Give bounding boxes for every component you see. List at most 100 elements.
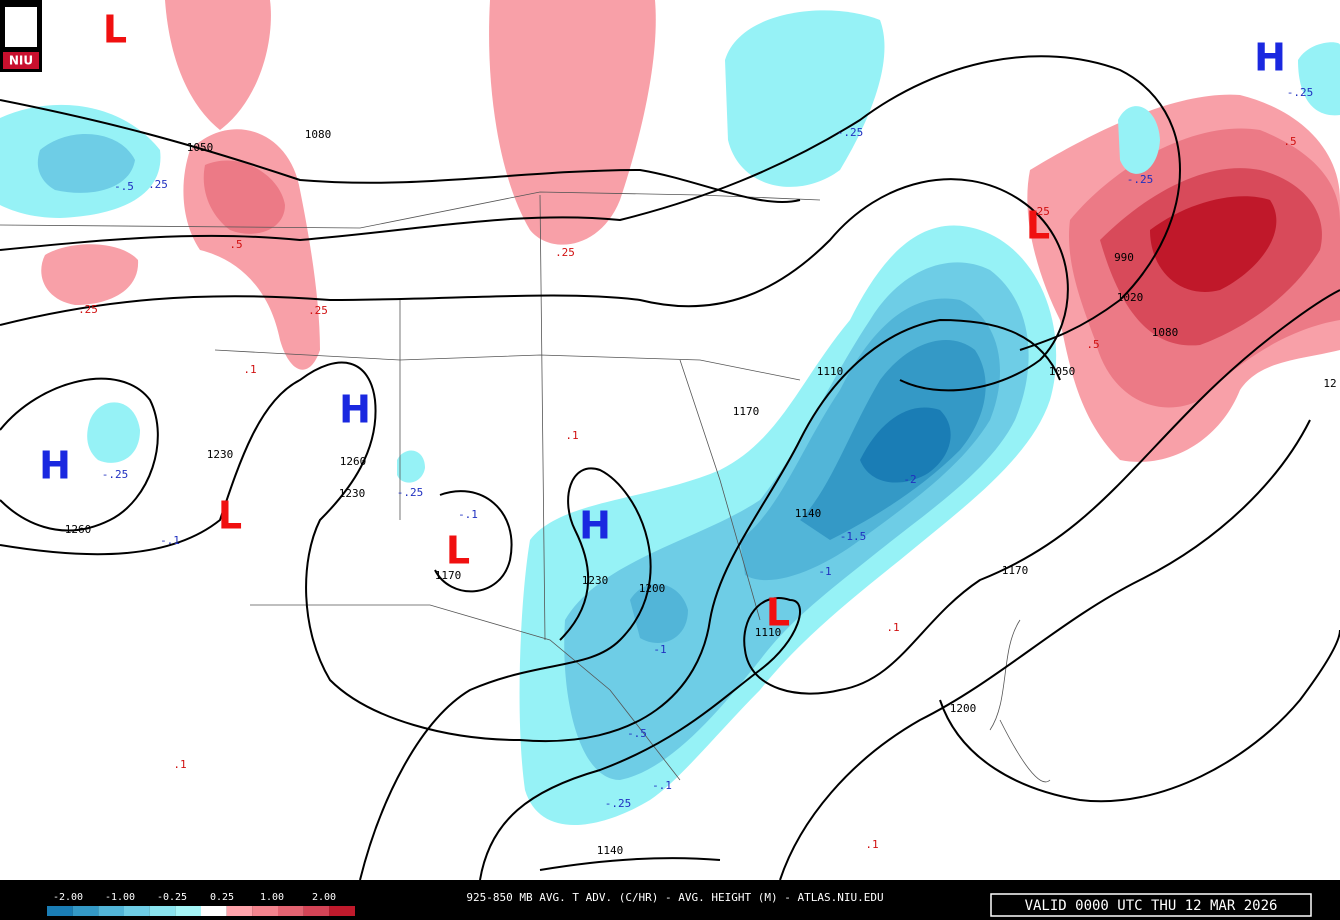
- pressure-center: L: [446, 529, 470, 573]
- shade: [725, 10, 885, 187]
- logo-building: [5, 7, 37, 47]
- contour-label: 1050: [187, 141, 214, 154]
- warm-advection: [41, 0, 1340, 462]
- contour-label: 1230: [339, 487, 366, 500]
- height-contour: [0, 178, 1069, 392]
- contour-label: .25: [308, 304, 328, 317]
- contour-label: .25: [148, 178, 168, 191]
- height-contour: [939, 629, 1340, 803]
- legend-swatch: [201, 906, 227, 916]
- pressure-center: L: [766, 591, 790, 635]
- contour-label: -.25: [605, 797, 632, 810]
- footer-title: 925-850 MB AVG. T ADV. (C/HR) - AVG. HEI…: [466, 891, 883, 904]
- shade: [860, 407, 951, 483]
- contour-label: 1140: [597, 844, 624, 857]
- shade: [1118, 106, 1160, 174]
- shade: [87, 402, 140, 463]
- legend-swatch: [226, 906, 253, 916]
- valid-box: [990, 893, 1312, 917]
- contour-label: -.1: [458, 508, 478, 521]
- border: [214, 349, 801, 381]
- pressure-center: H: [579, 504, 611, 548]
- contour-label: -.1: [652, 779, 672, 792]
- legend-swatch: [252, 906, 278, 916]
- legend-swatch: [149, 906, 176, 916]
- pressure-center: L: [218, 494, 242, 538]
- contour-label: .5: [1283, 135, 1296, 148]
- legend-swatch: [47, 906, 73, 916]
- valid-time: VALID 0000 UTC THU 12 MAR 2026: [1025, 898, 1278, 914]
- shade: [630, 583, 688, 643]
- contour-label: 1230: [582, 574, 609, 587]
- legend-swatch: [72, 906, 99, 916]
- contour-label: .1: [886, 621, 899, 634]
- contour-label: 12: [1323, 377, 1336, 390]
- contour-label: -.25: [397, 486, 424, 499]
- contour-label: 1050: [1049, 365, 1076, 378]
- contour-label: 1170: [435, 569, 462, 582]
- contour-label: -1.5: [840, 530, 867, 543]
- shade: [37, 133, 135, 193]
- shade: [489, 0, 656, 245]
- contour-label: .1: [865, 838, 878, 851]
- contour-label: .25: [78, 303, 98, 316]
- legend-swatch: [98, 906, 124, 916]
- contour-label: -.25: [837, 126, 864, 139]
- contour-label: .25: [555, 246, 575, 259]
- height-contour: [0, 55, 1181, 351]
- pressure-center: H: [339, 388, 371, 432]
- legend-swatch: [124, 906, 150, 916]
- legend-label: 2.00: [312, 892, 336, 903]
- pressure-center: L: [103, 8, 127, 52]
- contour-label: .25: [1030, 205, 1050, 218]
- contour-label: .5: [1086, 338, 1099, 351]
- border: [250, 604, 681, 781]
- height-contour: [434, 490, 513, 593]
- contour-label: -.25: [1287, 86, 1314, 99]
- contour-label: 1080: [1152, 326, 1179, 339]
- cold-advection: [0, 10, 1340, 825]
- legend-label: -0.25: [157, 892, 187, 903]
- contour-label: -2: [903, 473, 916, 486]
- shade: [397, 450, 425, 483]
- border: [399, 194, 761, 641]
- shade: [1150, 196, 1277, 292]
- legend-label: -1.00: [105, 892, 135, 903]
- contour-label: 1170: [733, 405, 760, 418]
- contour-label: .1: [173, 758, 186, 771]
- height-contour: [539, 857, 721, 871]
- contour-label: 1110: [817, 365, 844, 378]
- height-contour: [0, 99, 801, 204]
- height-contour: [359, 467, 652, 881]
- contour-label: 1170: [1002, 564, 1029, 577]
- contour-label: -.25: [1127, 173, 1154, 186]
- legend-label: 0.25: [210, 892, 234, 903]
- contour-label: -.1: [160, 534, 180, 547]
- contour-label: -.5: [627, 727, 647, 740]
- shade: [165, 0, 271, 130]
- contour-label: .1: [243, 363, 256, 376]
- contour-label: -.5: [114, 180, 134, 193]
- contour-label: 1020: [1117, 291, 1144, 304]
- contour-label: 1260: [65, 523, 92, 536]
- contour-label: 1200: [639, 582, 666, 595]
- logo-band: [3, 52, 39, 69]
- height-contour: [779, 419, 1311, 881]
- shade: [203, 160, 285, 234]
- contour-label: 1080: [305, 128, 332, 141]
- pressure-center: L: [1026, 204, 1050, 248]
- contour-label: 990: [1114, 251, 1134, 264]
- contour-label: -1: [818, 565, 831, 578]
- contour-label: 1230: [207, 448, 234, 461]
- legend-swatch: [278, 906, 304, 916]
- contour-label: 1140: [795, 507, 822, 520]
- legend-swatch: [329, 906, 355, 916]
- contour-label: 1110: [755, 626, 782, 639]
- height-contour: [479, 289, 1340, 881]
- legend-swatch: [175, 906, 201, 916]
- shade: [1298, 42, 1340, 116]
- contour-label: .1: [565, 429, 578, 442]
- pressure-center: H: [1254, 36, 1286, 80]
